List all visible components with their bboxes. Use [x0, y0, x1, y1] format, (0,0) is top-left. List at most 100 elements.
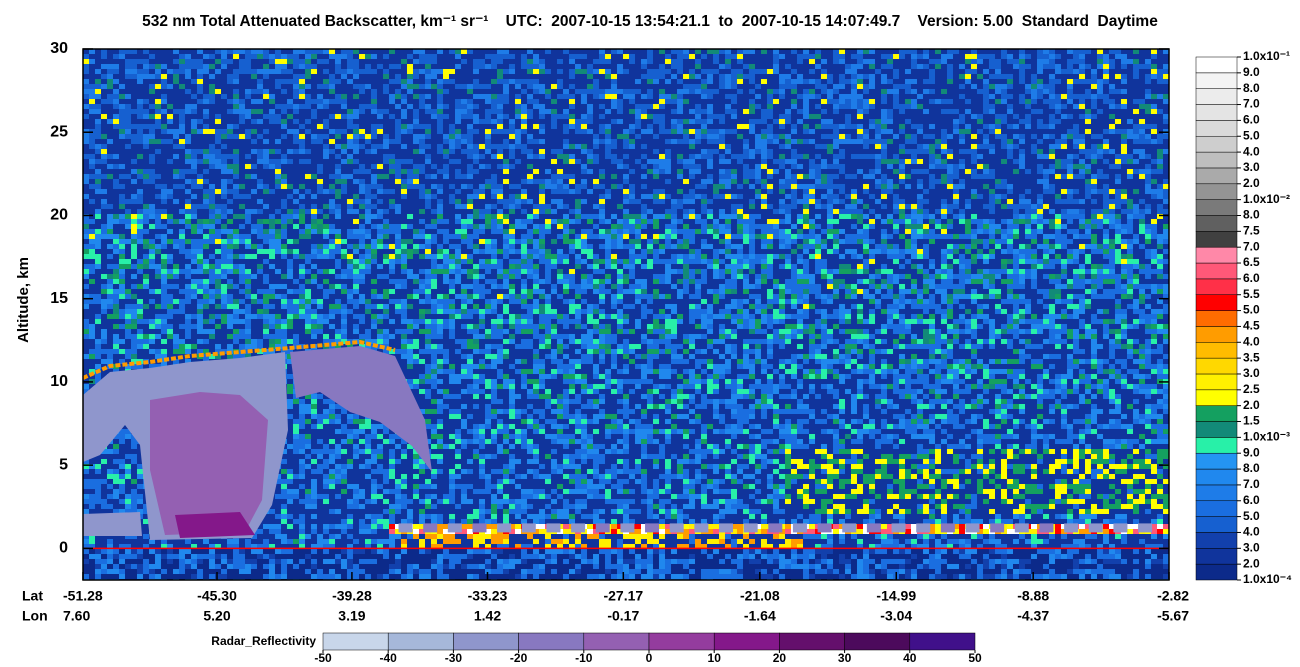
- backscatter-cell: [95, 134, 101, 139]
- backscatter-cell: [485, 239, 491, 244]
- backscatter-cell: [167, 254, 173, 259]
- backscatter-cell: [551, 179, 557, 184]
- backscatter-cell: [407, 89, 413, 94]
- backscatter-cell: [305, 49, 311, 54]
- backscatter-cell: [491, 499, 497, 504]
- backscatter-cell: [161, 564, 167, 569]
- backscatter-cell: [125, 434, 131, 439]
- backscatter-cell: [257, 234, 263, 239]
- backscatter-cell: [179, 304, 185, 309]
- backscatter-cell: [125, 574, 131, 579]
- backscatter-cell: [143, 519, 149, 524]
- backscatter-cell: [461, 314, 467, 319]
- backscatter-cell: [269, 339, 275, 344]
- backscatter-cell: [113, 569, 119, 574]
- backscatter-cell: [539, 429, 545, 434]
- backscatter-cell: [155, 334, 161, 339]
- backscatter-cell: [161, 214, 167, 219]
- backscatter-cell: [341, 284, 347, 289]
- backscatter-cell: [185, 224, 191, 229]
- backscatter-cell: [275, 169, 281, 174]
- backscatter-cell: [245, 234, 251, 239]
- backscatter-cell: [491, 454, 497, 459]
- backscatter-cell: [341, 314, 347, 319]
- backscatter-cell: [545, 69, 551, 74]
- backscatter-cell: [263, 329, 269, 334]
- backscatter-cell: [305, 564, 311, 569]
- backscatter-cell: [365, 304, 371, 309]
- backscatter-cell: [533, 224, 539, 229]
- backscatter-cell: [377, 464, 383, 469]
- backscatter-cell: [107, 504, 113, 509]
- backscatter-cell: [305, 224, 311, 229]
- backscatter-cell: [359, 299, 365, 304]
- backscatter-cell: [191, 259, 197, 264]
- backscatter-cell: [185, 189, 191, 194]
- backscatter-cell: [557, 169, 563, 174]
- backscatter-cell: [365, 544, 371, 549]
- backscatter-cell: [269, 344, 275, 349]
- backscatter-cell: [545, 474, 551, 479]
- backscatter-cell: [395, 94, 401, 99]
- backscatter-cell: [203, 349, 209, 354]
- backscatter-cell: [377, 209, 383, 214]
- backscatter-cell: [359, 549, 365, 554]
- backscatter-cell: [431, 279, 437, 284]
- backscatter-cell: [155, 209, 161, 214]
- backscatter-cell: [299, 574, 305, 579]
- backscatter-cell: [233, 234, 239, 239]
- backscatter-cell: [401, 454, 407, 459]
- backscatter-cell: [467, 149, 473, 154]
- backscatter-cell: [191, 59, 197, 64]
- backscatter-cell: [503, 549, 509, 554]
- backscatter-cell: [353, 64, 359, 69]
- backscatter-cell: [509, 414, 515, 419]
- backscatter-cell: [443, 164, 449, 169]
- backscatter-cell: [539, 559, 545, 564]
- backscatter-cell: [359, 169, 365, 174]
- backscatter-cell: [299, 134, 305, 139]
- backscatter-cell: [323, 279, 329, 284]
- backscatter-cell: [467, 309, 473, 314]
- backscatter-cell: [305, 104, 311, 109]
- backscatter-cell: [533, 564, 539, 569]
- backscatter-cell: [125, 199, 131, 204]
- backscatter-cell: [137, 329, 143, 334]
- backscatter-cell: [137, 79, 143, 84]
- backscatter-cell: [491, 469, 497, 474]
- backscatter-cell: [377, 454, 383, 459]
- backscatter-cell: [515, 369, 521, 374]
- backscatter-cell: [551, 219, 557, 224]
- backscatter-cell: [491, 224, 497, 229]
- backscatter-cell: [419, 104, 425, 109]
- backscatter-cell: [425, 389, 431, 394]
- backscatter-cell: [539, 294, 545, 299]
- backscatter-cell: [419, 499, 425, 504]
- backscatter-cell: [371, 224, 377, 229]
- backscatter-cell: [425, 269, 431, 274]
- backscatter-cell: [467, 314, 473, 319]
- backscatter-cell: [215, 344, 221, 349]
- backscatter-cell: [497, 199, 503, 204]
- backscatter-cell: [407, 499, 413, 504]
- backscatter-cell: [437, 84, 443, 89]
- backscatter-cell: [395, 299, 401, 304]
- backscatter-cell: [197, 179, 203, 184]
- backscatter-cell: [107, 69, 113, 74]
- backscatter-cell: [299, 344, 305, 349]
- backscatter-cell: [191, 344, 197, 349]
- backscatter-cell: [461, 489, 467, 494]
- backscatter-cell: [551, 114, 557, 119]
- backscatter-cell: [545, 389, 551, 394]
- backscatter-cell: [419, 329, 425, 334]
- backscatter-cell: [371, 204, 377, 209]
- backscatter-cell: [149, 334, 155, 339]
- backscatter-cell: [527, 59, 533, 64]
- backscatter-cell: [527, 459, 533, 464]
- backscatter-cell: [155, 139, 161, 144]
- backscatter-cell: [251, 189, 257, 194]
- backscatter-cell: [395, 554, 401, 559]
- backscatter-cell: [185, 359, 191, 364]
- backscatter-cell: [95, 314, 101, 319]
- backscatter-cell: [491, 279, 497, 284]
